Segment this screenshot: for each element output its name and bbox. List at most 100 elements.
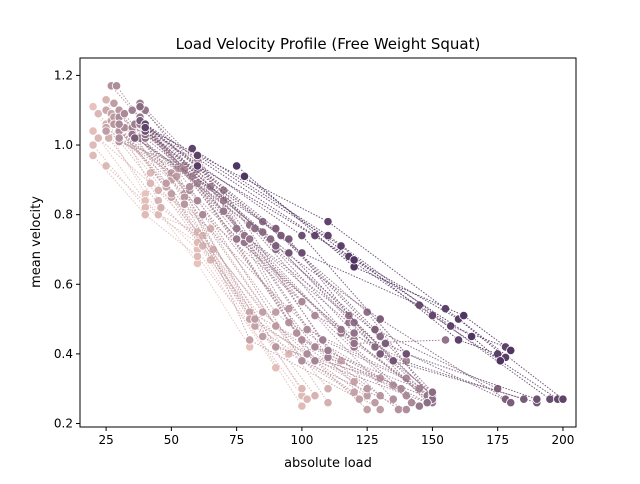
data-point (466, 331, 477, 342)
data-point (130, 133, 140, 143)
series-layer (88, 81, 568, 415)
data-point (349, 338, 359, 349)
x-tick-label: 75 (229, 433, 244, 447)
series-line (118, 109, 381, 379)
series-line (145, 127, 564, 400)
series-line (244, 175, 501, 362)
data-point (101, 161, 111, 171)
y-tick-label: 0.4 (54, 347, 73, 361)
data-point (135, 102, 145, 112)
data-point (140, 210, 150, 220)
data-point (192, 196, 203, 206)
data-point (271, 342, 281, 352)
data-point (375, 314, 385, 324)
y-tick-label: 1.0 (54, 138, 73, 152)
series-line (113, 116, 368, 390)
data-point (297, 401, 307, 411)
data-point (323, 345, 333, 356)
series-group (130, 133, 529, 404)
data-point (302, 349, 312, 359)
data-point (88, 140, 98, 150)
data-point (336, 356, 346, 366)
data-point (302, 324, 312, 335)
data-point (349, 387, 359, 397)
data-point (323, 398, 333, 408)
series-line (131, 109, 433, 400)
data-point (198, 210, 208, 220)
x-tick-label: 100 (290, 433, 313, 447)
series-group (187, 143, 511, 352)
data-point (284, 317, 294, 328)
data-point (192, 251, 203, 262)
x-axis-label: absolute load (284, 456, 372, 471)
data-point (284, 248, 294, 258)
series-line (118, 116, 407, 379)
data-point (114, 119, 124, 129)
data-point (406, 398, 417, 408)
series-line (92, 155, 303, 396)
data-point (375, 404, 385, 415)
x-tick-label: 150 (421, 433, 444, 447)
data-point (453, 335, 464, 345)
data-point (388, 356, 398, 366)
series-line (191, 148, 506, 348)
series-line (110, 85, 399, 410)
data-point (297, 297, 307, 307)
series-line (118, 141, 360, 400)
data-point (414, 401, 424, 411)
data-point (310, 342, 320, 352)
x-axis-ticks: 25 50 75 100 125 150 175 200 (98, 427, 574, 447)
series-group (111, 81, 411, 415)
series-line (131, 130, 420, 390)
data-point (271, 307, 281, 317)
series-line (139, 120, 511, 404)
plot-frame (79, 57, 577, 428)
y-tick-label: 0.2 (54, 417, 73, 431)
data-point (362, 307, 372, 317)
series-line (134, 137, 524, 400)
data-point (232, 234, 242, 244)
chart-title: Load Velocity Profile (Free Weight Squat… (176, 35, 481, 53)
data-point (349, 317, 359, 328)
series-line (144, 123, 433, 400)
series-line (105, 130, 368, 397)
series-group (239, 171, 505, 366)
data-point (349, 328, 359, 338)
series-line (197, 155, 498, 355)
data-point (218, 185, 229, 195)
data-point (88, 126, 98, 136)
series-line (110, 113, 355, 383)
y-tick-label: 1.2 (54, 68, 73, 82)
data-point (171, 171, 182, 181)
x-tick-label: 175 (486, 433, 509, 447)
data-point (192, 161, 203, 171)
series-line (144, 137, 433, 397)
data-point (185, 182, 195, 192)
data-point (459, 311, 469, 321)
series-line (144, 109, 420, 407)
series-line (97, 137, 308, 400)
series-line (144, 127, 538, 400)
data-point (354, 394, 364, 404)
data-point (310, 311, 320, 321)
series-line (105, 123, 329, 403)
data-point (414, 300, 424, 310)
series-line (92, 106, 251, 348)
data-point (114, 133, 124, 143)
series-line (92, 144, 303, 407)
series-group (88, 150, 307, 401)
data-point (239, 171, 250, 181)
data-point (140, 123, 150, 133)
data-point (109, 98, 119, 108)
data-point (297, 384, 307, 394)
data-point (297, 230, 307, 241)
data-point (245, 335, 255, 345)
data-point (349, 377, 359, 387)
data-point (310, 391, 320, 401)
data-point (119, 109, 129, 119)
series-line (144, 130, 537, 404)
data-point (153, 185, 163, 195)
series-line (236, 165, 512, 351)
data-point (375, 349, 385, 359)
data-point (558, 394, 568, 404)
